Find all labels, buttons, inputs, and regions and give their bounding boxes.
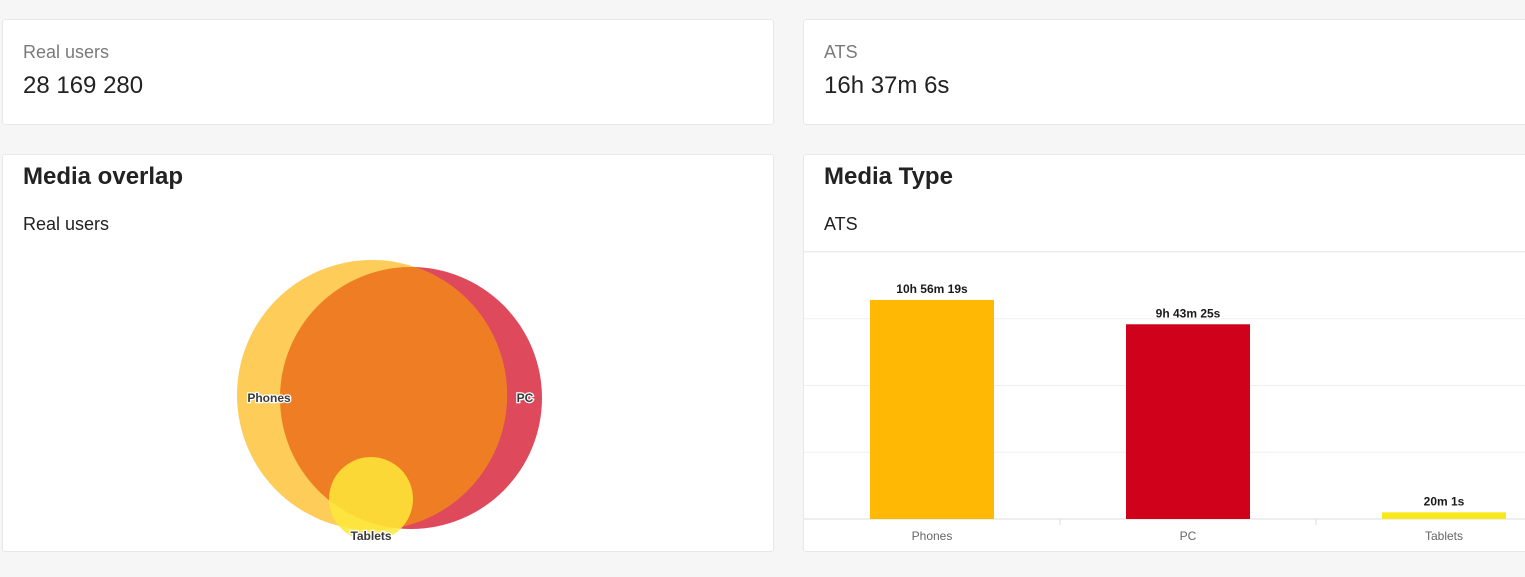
data-label: 20m 1s: [1424, 494, 1465, 508]
venn-label-phones: Phones: [247, 391, 291, 405]
kpi-value: 16h 37m 6s: [824, 72, 950, 99]
x-tick-label: Phones: [912, 529, 953, 543]
kpi-card-real-users: Real users 28 169 280: [2, 19, 774, 125]
venn-label-pc: PC: [517, 391, 534, 405]
kpi-value: 28 169 280: [23, 72, 144, 99]
bar-chart: 10h 56m 19s Phones 9h 43m 25s PC 20m 1s Table…: [804, 252, 1525, 543]
card-subtitle: ATS: [824, 214, 858, 234]
data-label: 9h 43m 25s: [1156, 306, 1221, 320]
bar-phones[interactable]: [870, 299, 994, 519]
kpi-card-ats: ATS 16h 37m 6s: [803, 19, 1525, 125]
card-title: Media Type: [824, 163, 953, 190]
venn-label-tablets: Tablets: [350, 529, 391, 543]
bar-tablets[interactable]: [1382, 512, 1506, 519]
venn-circle-tablets[interactable]: [329, 457, 413, 541]
card-subtitle: Real users: [23, 214, 110, 234]
x-tick-label: PC: [1180, 529, 1197, 543]
media-overlap-card: Media overlap Real users Phones PC Table…: [2, 154, 774, 552]
venn-overlap-phones-pc[interactable]: [280, 267, 542, 529]
card-title: Media overlap: [23, 163, 184, 190]
media-type-card: Media Type ATS 10h 56m 19s Phones 9h 43m 2…: [803, 154, 1525, 552]
x-tick-label: Tablets: [1425, 529, 1463, 543]
kpi-label: Real users: [23, 42, 110, 62]
kpi-label: ATS: [824, 42, 858, 62]
bar-pc[interactable]: [1126, 324, 1250, 519]
venn-diagram: Phones PC Tablets: [237, 260, 542, 544]
data-label: 10h 56m 19s: [896, 282, 968, 296]
